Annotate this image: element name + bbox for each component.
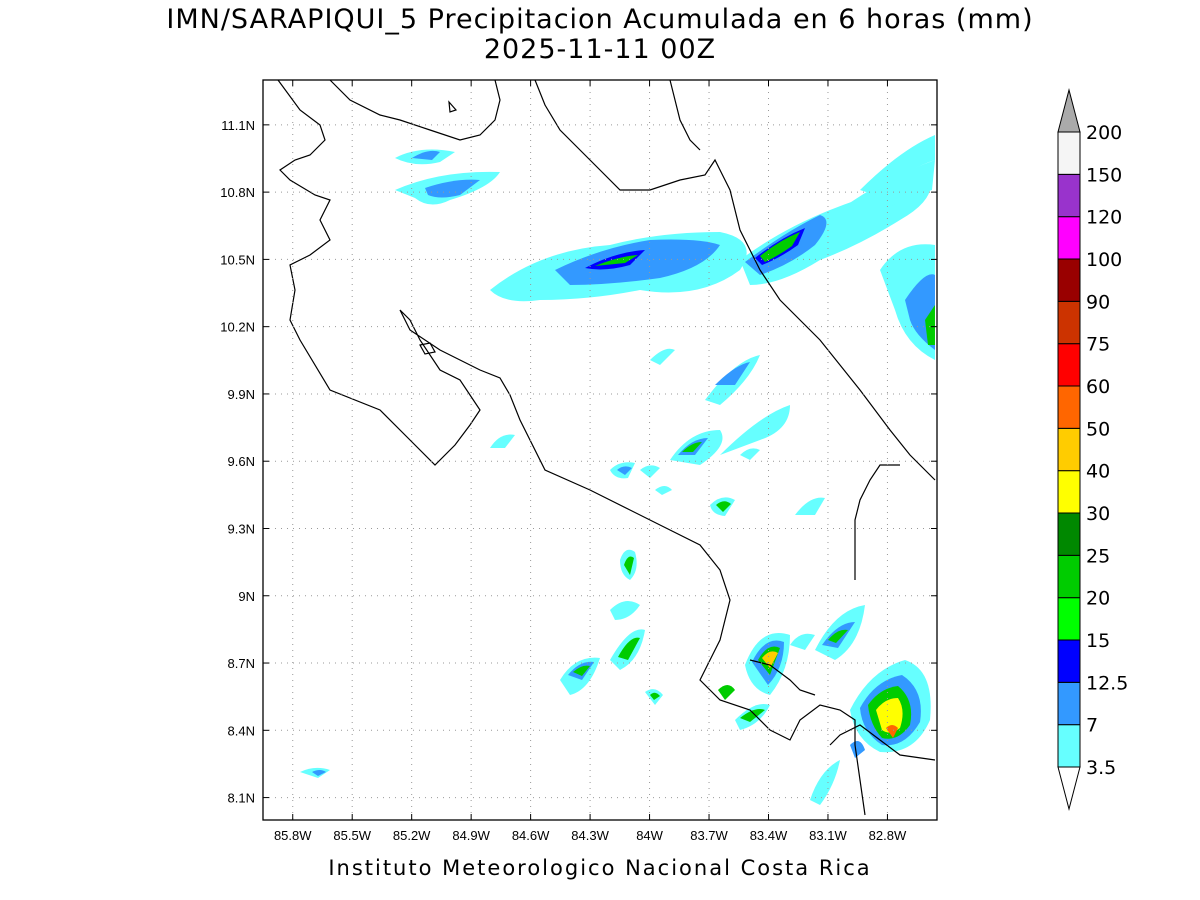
- map-subtitle-date: 2025-11-11 00Z: [483, 34, 717, 65]
- colorbar-swatch: [1057, 131, 1081, 175]
- y-tick-label: 9.6N: [228, 454, 255, 469]
- coastlines: [277, 79, 936, 816]
- map-title: IMN/SARAPIQUI_5 Precipitacion Acumulada …: [166, 4, 1034, 35]
- y-tick-label: 8.4N: [228, 723, 255, 738]
- x-tick-label: 84.9W: [452, 828, 490, 843]
- colorbar-swatch: [1057, 724, 1081, 768]
- colorbar-level-label: 200: [1086, 122, 1122, 144]
- x-tick-label: 83.4W: [750, 828, 788, 843]
- y-tick-label: 8.1N: [228, 791, 255, 806]
- colorbar-swatch: [1057, 681, 1081, 726]
- x-tick-label: 83.1W: [809, 828, 847, 843]
- y-tick-label: 10.8N: [220, 185, 255, 200]
- colorbar-max-triangle: [1057, 88, 1081, 133]
- colorbar-swatch: [1057, 470, 1081, 514]
- colorbar-level-label: 30: [1086, 503, 1110, 525]
- latitude-axis: 11.1N 10.8N 10.5N 10.2N 9.9N 9.6N 9.3N 9N 8.7N 8.…: [220, 118, 937, 806]
- colorbar-level-label: 7: [1086, 715, 1098, 737]
- x-tick-label: 84.6W: [512, 828, 550, 843]
- x-tick-label: 85.2W: [393, 828, 431, 843]
- colorbar-level-label: 12.5: [1086, 672, 1128, 694]
- x-tick-label: 85.5W: [333, 828, 371, 843]
- x-tick-label: 84.3W: [571, 828, 609, 843]
- precipitation-contours: [300, 135, 935, 805]
- colorbar-level-label: 120: [1086, 207, 1122, 229]
- colorbar-level-label: 100: [1086, 249, 1122, 271]
- y-tick-label: 10.2N: [220, 320, 255, 335]
- rain-cells-south: [300, 549, 931, 805]
- colorbar-level-label: 150: [1086, 164, 1122, 186]
- y-tick-label: 9.3N: [228, 521, 255, 536]
- footer-credit: Instituto Meteorologico Nacional Costa R…: [328, 856, 872, 880]
- colorbar-swatch: [1057, 554, 1081, 599]
- colorbar-level-label: 15: [1086, 630, 1110, 652]
- colorbar-legend: 3.5 7 12.5 15 20 25 30 40 50 60 75 90 100 120 150 200: [1057, 88, 1128, 811]
- colorbar-swatch: [1057, 512, 1081, 556]
- colorbar-swatch: [1057, 258, 1081, 302]
- colorbar-level-label: 3.5: [1086, 757, 1116, 779]
- colorbar-swatch: [1057, 639, 1081, 683]
- longitude-axis: 85.8W 85.5W 85.2W 84.9W 84.6W 84.3W 84W 83.7W 83…: [274, 80, 907, 843]
- colorbar-min-triangle: [1057, 766, 1081, 811]
- x-tick-label: 84W: [636, 828, 663, 843]
- rain-band-north: [395, 135, 935, 360]
- colorbar-level-label: 20: [1086, 588, 1110, 610]
- graticule: [263, 80, 937, 820]
- colorbar-swatch: [1057, 343, 1081, 387]
- x-tick-label: 82.8W: [869, 828, 907, 843]
- x-tick-label: 85.8W: [274, 828, 312, 843]
- rain-cells-central: [490, 348, 825, 516]
- y-tick-label: 9N: [238, 589, 255, 604]
- colorbar-swatch: [1057, 300, 1081, 345]
- map-frame: [262, 79, 938, 821]
- colorbar-swatch: [1057, 216, 1081, 260]
- y-tick-label: 11.1N: [221, 118, 255, 133]
- y-tick-label: 9.9N: [228, 387, 255, 402]
- colorbar-swatch: [1057, 173, 1081, 218]
- y-tick-label: 10.5N: [220, 252, 255, 267]
- colorbar-level-label: 90: [1086, 291, 1110, 313]
- colorbar-level-label: 50: [1086, 418, 1110, 440]
- colorbar-swatch: [1057, 385, 1081, 429]
- y-tick-label: 8.7N: [228, 656, 255, 671]
- colorbar-level-label: 60: [1086, 376, 1110, 398]
- colorbar-level-label: 40: [1086, 461, 1110, 483]
- colorbar-level-label: 25: [1086, 545, 1110, 567]
- x-tick-label: 83.7W: [690, 828, 728, 843]
- colorbar-swatch: [1057, 597, 1081, 641]
- colorbar-level-label: 75: [1086, 334, 1110, 356]
- colorbar-swatch: [1057, 427, 1081, 472]
